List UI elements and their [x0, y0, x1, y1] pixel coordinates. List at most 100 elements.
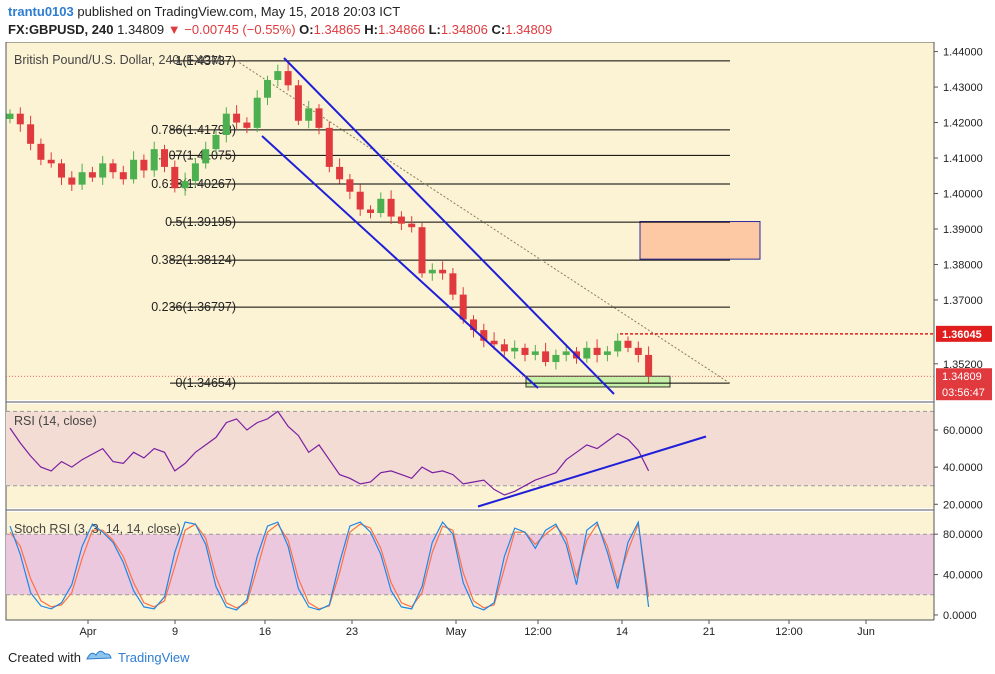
stoch-pane-title: Stoch RSI (3, 3, 14, 14, close) — [14, 522, 181, 536]
stoch-tick-label: 80.0000 — [943, 529, 983, 541]
candle-body — [614, 340, 622, 352]
author-link[interactable]: trantu0103 — [8, 4, 74, 19]
candle-body — [274, 71, 282, 80]
close-value: 1.34809 — [505, 22, 553, 37]
candle-body — [16, 113, 24, 125]
candle-body — [6, 113, 14, 119]
candle-body — [47, 159, 55, 164]
candle-body — [418, 227, 426, 274]
candle-body — [408, 223, 416, 228]
candle-body — [356, 191, 364, 210]
candle-body — [439, 269, 447, 274]
fib-level-label: 0.236(1.36797) — [151, 300, 236, 314]
high-value: 1.34866 — [377, 22, 425, 37]
candle-body — [428, 269, 436, 274]
candle-body — [171, 166, 179, 189]
candle-body — [500, 344, 508, 352]
created-with-label: Created with — [8, 650, 81, 665]
price-tick-label: 1.38000 — [943, 259, 983, 271]
candle-body — [336, 166, 344, 180]
tradingview-brand-link[interactable]: TradingView — [118, 650, 190, 665]
candle-body — [449, 273, 457, 295]
time-tick-label: Jun — [857, 626, 875, 638]
ohlc-line: FX:GBPUSD, 240 1.34809 ▼ −0.00745 (−0.55… — [8, 22, 552, 37]
candle-body — [222, 113, 230, 135]
candle-body — [542, 351, 550, 363]
price-pane — [6, 42, 934, 400]
open-label: O: — [299, 22, 314, 37]
candle-body — [202, 149, 210, 164]
candle-body — [583, 347, 591, 359]
candle-body — [37, 143, 45, 160]
candle-body — [552, 354, 560, 363]
candle-body — [78, 172, 86, 185]
candle-body — [387, 198, 395, 217]
candle-body — [150, 149, 158, 171]
candle-body — [511, 347, 519, 352]
candle-body — [531, 351, 539, 355]
candle-body — [130, 159, 138, 180]
candle-body — [119, 172, 127, 180]
rsi-series-line — [9, 410, 650, 496]
chart-footer: Created with TradingView — [0, 640, 995, 674]
price-tick-label: 1.39000 — [943, 224, 983, 236]
fib-level-label: 0.786(1.41793) — [151, 123, 236, 137]
rsi-band — [6, 411, 934, 486]
price-tick-label: 1.37000 — [943, 295, 983, 307]
candle-body — [99, 163, 107, 178]
price-tick-label: 1.44000 — [943, 47, 983, 59]
price-tick-label: 1.35200 — [943, 359, 983, 371]
candle-body — [212, 134, 220, 150]
last-price-badge — [936, 368, 992, 401]
last-price: 1.34809 — [117, 22, 165, 37]
candle-body — [470, 319, 477, 331]
candle-body — [521, 347, 529, 355]
candle-body — [367, 209, 374, 214]
candle-body — [88, 172, 96, 178]
last-price-label: 1.34809 — [942, 371, 982, 383]
candle-body — [459, 294, 467, 320]
tradingview-logo-icon — [86, 650, 112, 660]
candle-body — [140, 159, 148, 171]
candle-body — [181, 181, 189, 189]
candle-body — [253, 97, 261, 128]
stoch-band — [6, 534, 934, 595]
price-tick-label: 1.43000 — [943, 82, 983, 94]
rsi-tick-label: 40.0000 — [943, 462, 983, 474]
time-tick-label: 21 — [703, 626, 715, 638]
candle-body — [305, 108, 313, 121]
time-tick-label: Apr — [79, 626, 96, 638]
candle-body — [490, 340, 498, 345]
stoch-tick-label: 40.0000 — [943, 570, 983, 582]
candle-body — [593, 347, 601, 355]
time-tick-label: 9 — [172, 626, 178, 638]
candle-body — [315, 108, 323, 128]
stoch-tick-label: 0.0000 — [943, 610, 977, 622]
candle-body — [603, 351, 611, 355]
candle-body — [284, 71, 292, 86]
resistance-price-label: 1.36045 — [942, 329, 982, 341]
chart-area[interactable]: 1(1.43737) 0.786(1.41793) 0.707(1.41075) 0.… — [0, 42, 995, 640]
stoch-d-line — [9, 521, 650, 610]
candle-body — [68, 177, 76, 185]
candle-body — [624, 340, 632, 348]
candle-body — [27, 124, 35, 144]
candle-body — [346, 179, 354, 192]
change-value: −0.00745 (−0.55%) — [184, 22, 296, 37]
sell-zone-box — [639, 221, 761, 260]
time-tick-label: 12:00 — [524, 626, 552, 638]
high-label: H: — [364, 22, 378, 37]
candle-body — [191, 163, 199, 182]
candle-body — [562, 351, 570, 355]
low-value: 1.34806 — [440, 22, 488, 37]
close-label: C: — [491, 22, 506, 37]
candle-body — [634, 347, 642, 355]
fib-level-label: 0(1.34654) — [176, 376, 236, 390]
price-tick-label: 1.42000 — [943, 118, 983, 130]
candle-body — [58, 163, 65, 178]
candle-body — [377, 198, 385, 214]
down-arrow-icon: ▼ — [167, 22, 181, 37]
time-tick-label: May — [446, 626, 467, 638]
low-label: L: — [428, 22, 441, 37]
candle-body — [109, 163, 117, 173]
